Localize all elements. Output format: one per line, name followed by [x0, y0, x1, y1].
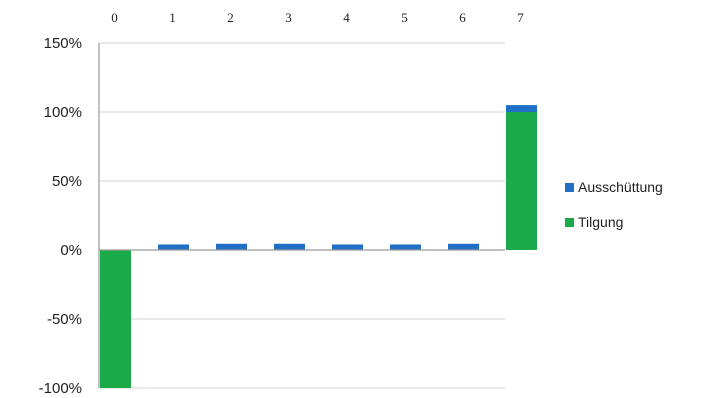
bar-aussch-ttung-6 — [448, 243, 479, 250]
bar-aussch-ttung-3 — [274, 243, 305, 250]
bar-aussch-ttung-4 — [332, 244, 363, 250]
y-tick-label: 150% — [44, 35, 82, 52]
y-tick-label: 50% — [52, 173, 82, 190]
x-tick-label: 2 — [227, 10, 234, 25]
x-tick-label: 4 — [343, 10, 350, 25]
x-tick-label: 6 — [459, 10, 466, 25]
bar-aussch-ttung-5 — [390, 244, 421, 250]
y-tick-label: 100% — [44, 104, 82, 121]
bar-aussch-ttung-1 — [158, 244, 189, 250]
y-tick-label: -50% — [47, 311, 82, 328]
bars — [100, 105, 537, 388]
gridlines — [99, 42, 505, 389]
y-tick-labels: 150% 100% 50% 0% -50% -100% — [39, 35, 82, 397]
bar-tilgung-7 — [506, 112, 537, 250]
x-tick-labels: 0 1 2 3 4 5 6 7 — [111, 10, 524, 25]
x-tick-label: 7 — [517, 10, 524, 25]
bar-tilgung-0 — [100, 250, 131, 388]
y-tick-label: 0% — [60, 242, 82, 259]
bar-aussch-ttung-7 — [506, 105, 537, 112]
x-tick-label: 1 — [169, 10, 176, 25]
x-tick-label: 3 — [285, 10, 292, 25]
legend-label-aussch-ttung: Ausschüttung — [578, 179, 663, 195]
axes — [98, 43, 505, 388]
x-tick-label: 5 — [401, 10, 408, 25]
x-tick-label: 0 — [111, 10, 118, 25]
legend-swatch-tilgung — [565, 218, 574, 227]
legend: Ausschüttung Tilgung — [565, 179, 663, 230]
bar-aussch-ttung-2 — [216, 243, 247, 250]
legend-label-tilgung: Tilgung — [578, 214, 623, 230]
legend-swatch-aussch-ttung — [565, 183, 574, 192]
y-tick-label: -100% — [39, 380, 82, 397]
